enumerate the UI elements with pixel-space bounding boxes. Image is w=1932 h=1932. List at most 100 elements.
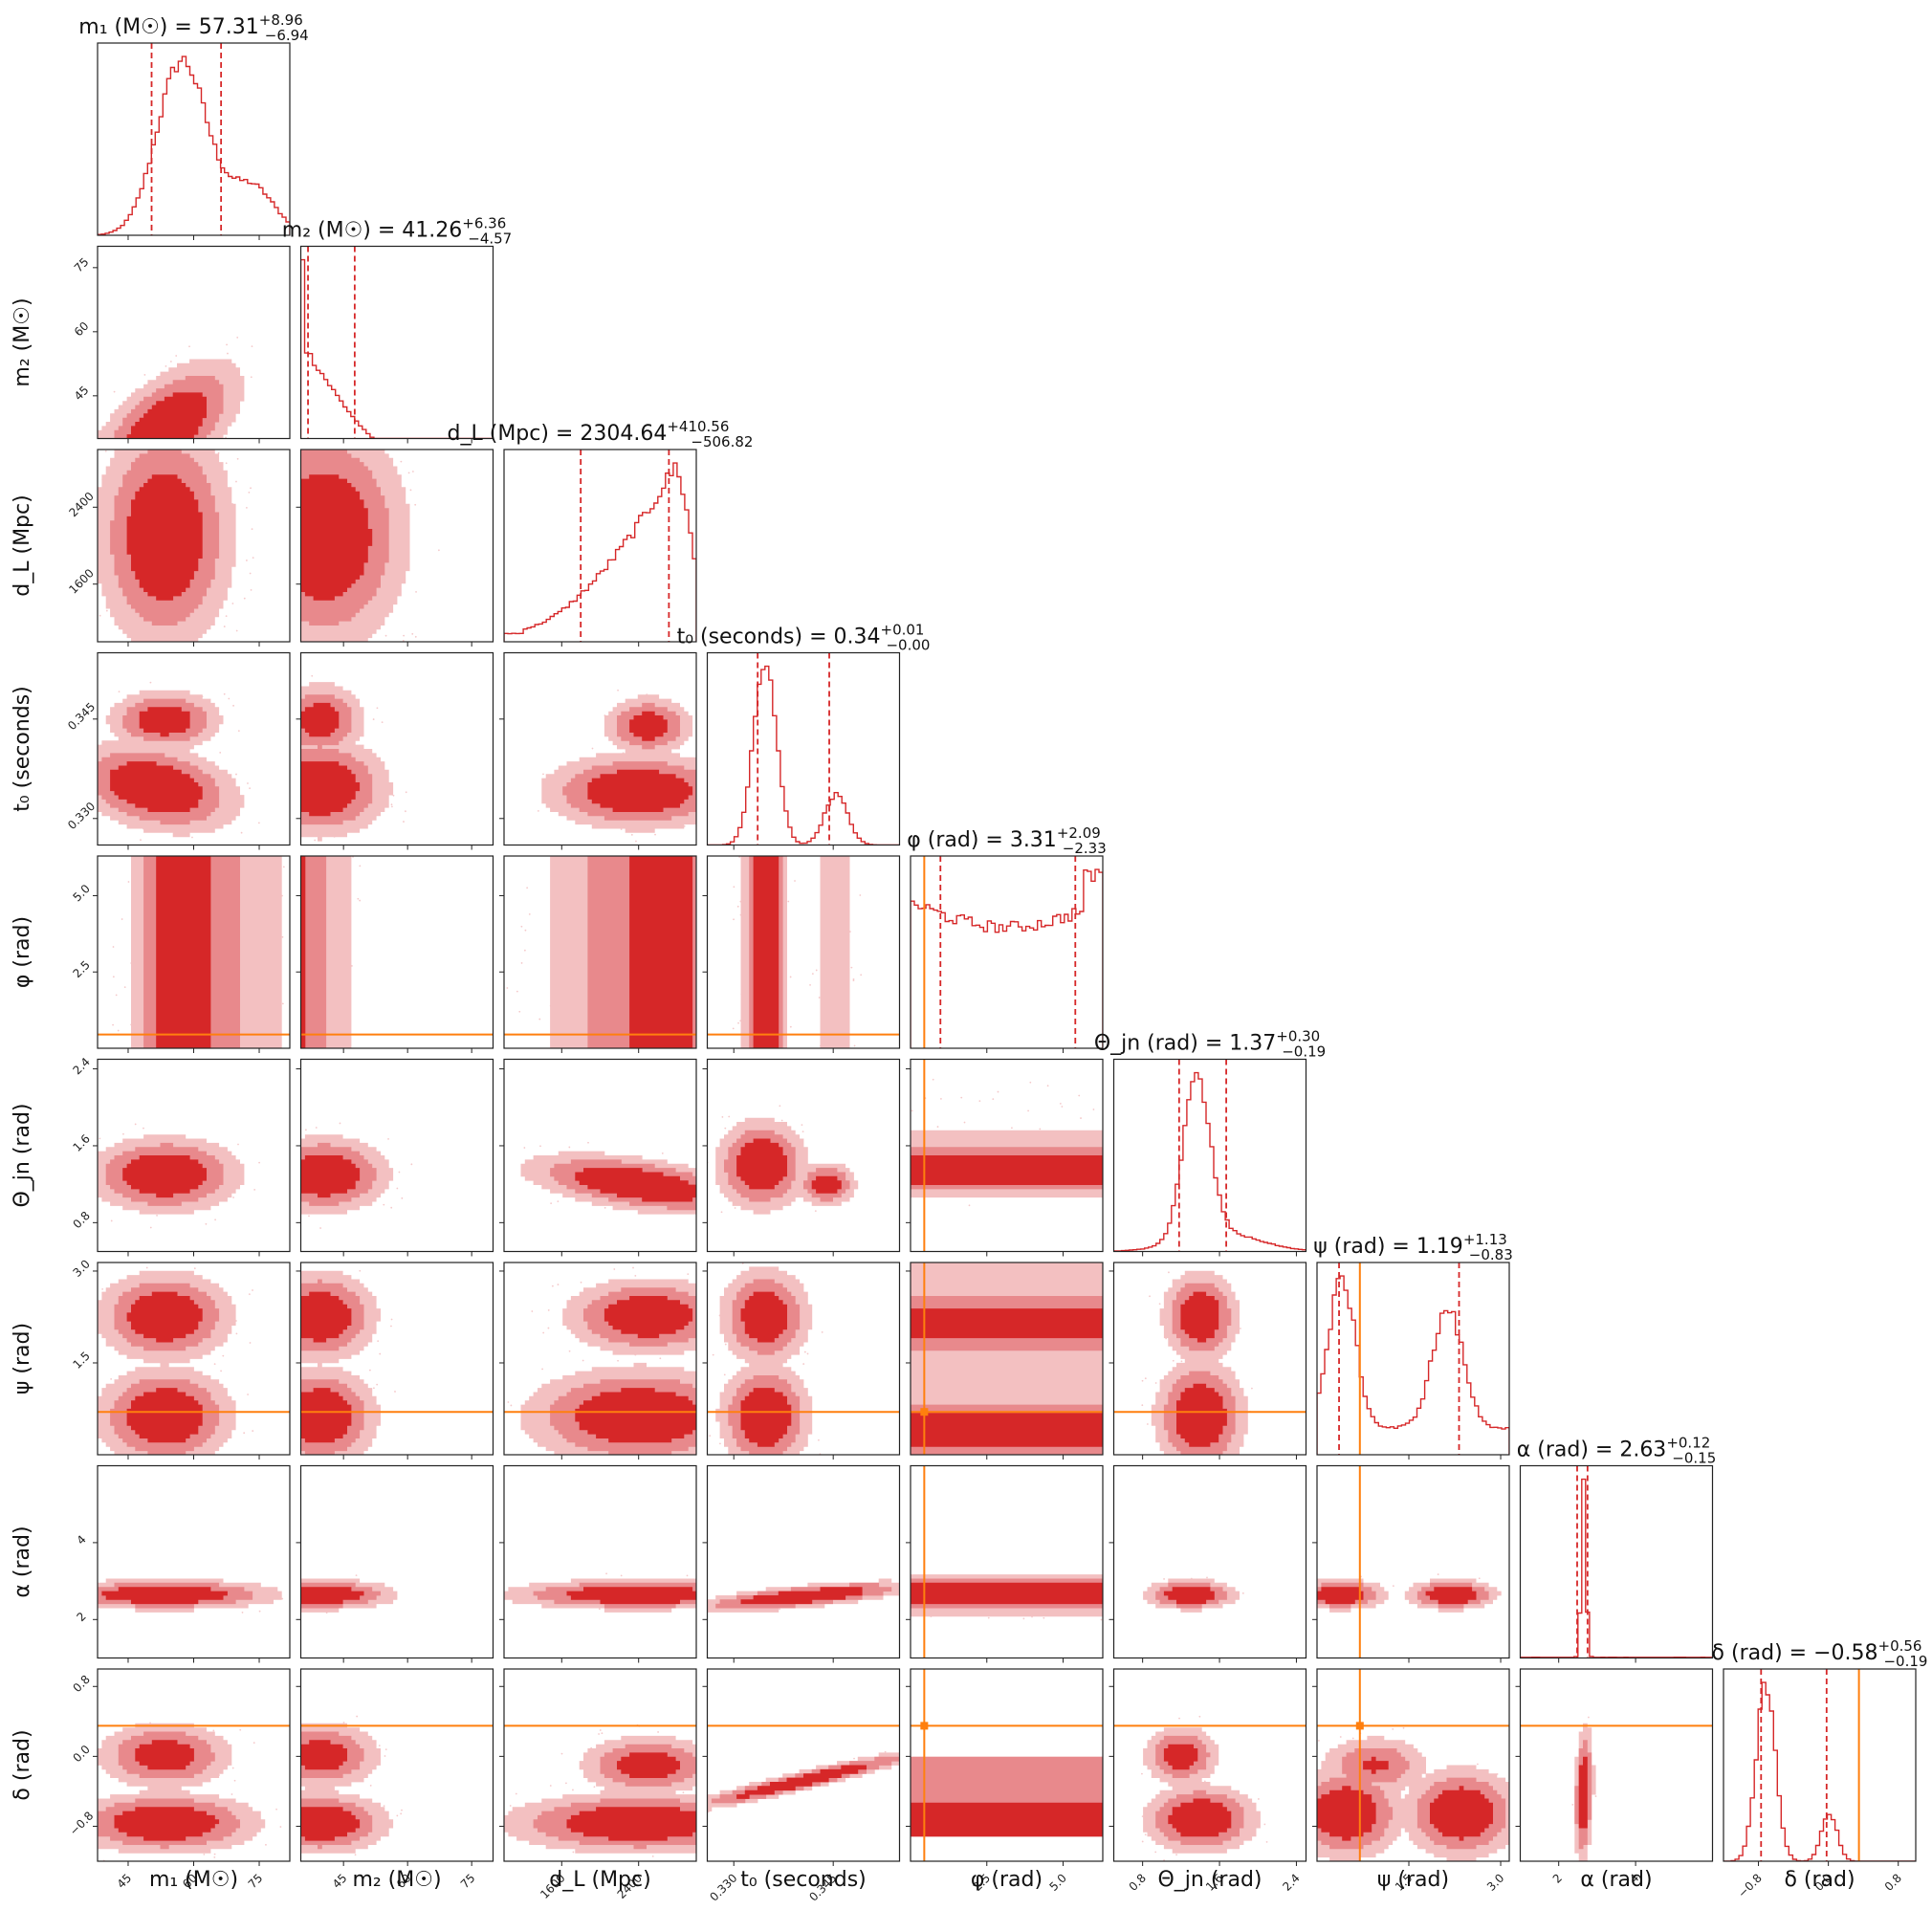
contour-panel-theta-delta: 0.8 1.6 2.4 bbox=[1109, 1668, 1307, 1894]
contour-panel-m2-phi bbox=[296, 855, 494, 1053]
histogram-panel-theta: Θ_jn (rad) = 1.37+0.30 −0.19 bbox=[1094, 1028, 1326, 1257]
contour-level-3 bbox=[114, 1740, 220, 1841]
x-tick-label: 2 bbox=[1550, 1871, 1565, 1885]
panel-frame bbox=[503, 1464, 697, 1659]
panel-frame bbox=[503, 1058, 697, 1253]
x-tick-label: 0.8 bbox=[1127, 1871, 1149, 1893]
contour-level-3 bbox=[110, 707, 203, 812]
contour-level-3 bbox=[300, 1587, 364, 1605]
x-axis-label-dL: d_L (Mpc) bbox=[549, 1868, 650, 1892]
panel-frame bbox=[1723, 1668, 1917, 1862]
histogram-panel-t0: t₀ (seconds) = 0.34+0.01 −0.00 bbox=[677, 622, 930, 850]
x-axis-label-delta: δ (rad) bbox=[1784, 1868, 1855, 1892]
panel-frame bbox=[1519, 1464, 1714, 1659]
contour-panel-t0-theta bbox=[702, 1058, 901, 1257]
contour-level-3 bbox=[1317, 1756, 1493, 1841]
contour-level-3 bbox=[300, 856, 306, 1048]
y-tick-label: 4 bbox=[75, 1532, 89, 1547]
y-tick-label: 0.8 bbox=[70, 1209, 92, 1231]
contour-level-3 bbox=[300, 702, 361, 817]
panel-frame bbox=[503, 651, 697, 846]
panel-frame bbox=[503, 855, 697, 1049]
histogram-panel-dL: d_L (Mpc) = 2304.64+410.56 −506.82 bbox=[448, 418, 754, 647]
x-tick-label: 75 bbox=[246, 1871, 266, 1891]
panel-frame bbox=[706, 1262, 901, 1456]
histogram-theta bbox=[1113, 1071, 1306, 1252]
histogram-panel-m1: m₁ (M☉) = 57.31+8.96 −6.94 bbox=[78, 11, 309, 240]
contour-level-3 bbox=[126, 1291, 203, 1443]
panel-frame bbox=[299, 1262, 494, 1456]
contour-panel-m1-m2: 45 60 75 bbox=[72, 245, 291, 444]
truth-marker bbox=[920, 1408, 929, 1416]
panel-frame bbox=[910, 1262, 1104, 1456]
histogram-phi bbox=[911, 868, 1103, 1048]
contour-panel-m2-psi bbox=[296, 1262, 494, 1460]
contour-panel-dL-t0 bbox=[499, 651, 697, 850]
y-tick-label: 1600 bbox=[66, 566, 96, 596]
panel-frame bbox=[299, 245, 494, 440]
y-axis-label-alpha: α (rad) bbox=[11, 1526, 34, 1597]
x-axis-label-m1: m₁ (M☉) bbox=[149, 1868, 238, 1892]
panel-title-dL: d_L (Mpc) = 2304.64+410.56 −506.82 bbox=[448, 418, 754, 450]
contour-panel-m1-delta: 45 60 75−0.80.00.8 bbox=[67, 1668, 291, 1891]
contour-panel-m2-theta bbox=[296, 1058, 494, 1257]
y-tick-label: −0.8 bbox=[67, 1809, 97, 1838]
y-axis-label-m2: m₂ (M☉) bbox=[11, 297, 34, 386]
contour-panel-t0-phi bbox=[702, 855, 901, 1053]
histogram-panel-psi: ψ (rad) = 1.19+1.13 −0.83 bbox=[1313, 1231, 1513, 1460]
contour-level-3 bbox=[740, 1291, 792, 1447]
histogram-panel-delta: δ (rad) = −0.58+0.56 −0.19−0.8 0.0 0.8 bbox=[1712, 1637, 1928, 1900]
contour-level-3 bbox=[1163, 1744, 1232, 1837]
x-tick-label: 0.8 bbox=[1882, 1871, 1904, 1893]
y-tick-label: 0.345 bbox=[65, 700, 98, 733]
contour-level-3 bbox=[156, 856, 211, 1048]
panel-frame bbox=[706, 855, 901, 1049]
x-tick-label: 0.330 bbox=[707, 1871, 739, 1903]
contour-panel-m1-dL: 1600 2400 bbox=[66, 449, 291, 647]
panel-frame bbox=[503, 449, 697, 643]
panel-frame bbox=[1112, 1464, 1307, 1659]
panel-frame bbox=[299, 1668, 494, 1862]
truth-marker bbox=[1355, 1722, 1364, 1730]
y-tick-label: 1.5 bbox=[70, 1349, 92, 1371]
x-tick-label: 45 bbox=[330, 1871, 350, 1891]
contour-panel-m1-theta: 0.8 1.6 2.4 bbox=[70, 1055, 291, 1257]
x-tick-label: 2.4 bbox=[1280, 1871, 1302, 1893]
contour-level-3 bbox=[629, 856, 693, 1048]
contour-panel-m1-phi: 2.5 5.0 bbox=[70, 855, 291, 1053]
x-axis-label-t0: t₀ (seconds) bbox=[740, 1868, 867, 1892]
contour-panel-phi-theta bbox=[906, 1058, 1104, 1257]
y-tick-label: 60 bbox=[72, 319, 92, 340]
contour-level-3 bbox=[753, 856, 779, 1048]
histogram-panel-alpha: α (rad) = 2.63+0.12 −0.15 bbox=[1517, 1435, 1716, 1663]
panel-frame bbox=[910, 1464, 1104, 1659]
y-tick-label: 3.0 bbox=[70, 1257, 92, 1279]
x-tick-label: −0.8 bbox=[1735, 1871, 1765, 1900]
contour-panel-phi-psi bbox=[906, 1262, 1104, 1460]
contour-level-2 bbox=[300, 856, 327, 1048]
contour-panel-m1-alpha: 24 bbox=[75, 1464, 291, 1663]
x-axis-label-alpha: α (rad) bbox=[1580, 1868, 1652, 1892]
contour-panel-m1-t0: 0.330 0.345 bbox=[65, 651, 291, 850]
contour-level-3 bbox=[122, 1155, 207, 1198]
contour-panel-dL-phi bbox=[499, 855, 697, 1053]
contour-level-3 bbox=[300, 474, 373, 601]
histogram-psi bbox=[1317, 1275, 1509, 1455]
panel-frame bbox=[299, 855, 494, 1049]
contour-level-3 bbox=[566, 1587, 696, 1605]
contour-level-3 bbox=[740, 1587, 863, 1605]
contour-panel-theta-alpha bbox=[1109, 1464, 1307, 1663]
y-tick-label: 2.5 bbox=[70, 958, 92, 980]
contour-level-3 bbox=[911, 1802, 1103, 1837]
panel-frame bbox=[1316, 1464, 1510, 1659]
panel-frame bbox=[910, 855, 1104, 1049]
x-axis-label-psi: ψ (rad) bbox=[1377, 1868, 1449, 1892]
x-axis-label-m2: m₂ (M☉) bbox=[352, 1868, 441, 1892]
panel-title-theta: Θ_jn (rad) = 1.37+0.30 −0.19 bbox=[1094, 1028, 1326, 1061]
panel-frame bbox=[706, 1668, 901, 1862]
contour-panel-t0-psi bbox=[702, 1262, 901, 1460]
contour-level-3 bbox=[566, 1752, 696, 1841]
contour-level-3 bbox=[911, 1582, 1103, 1605]
panel-frame bbox=[910, 1668, 1104, 1862]
